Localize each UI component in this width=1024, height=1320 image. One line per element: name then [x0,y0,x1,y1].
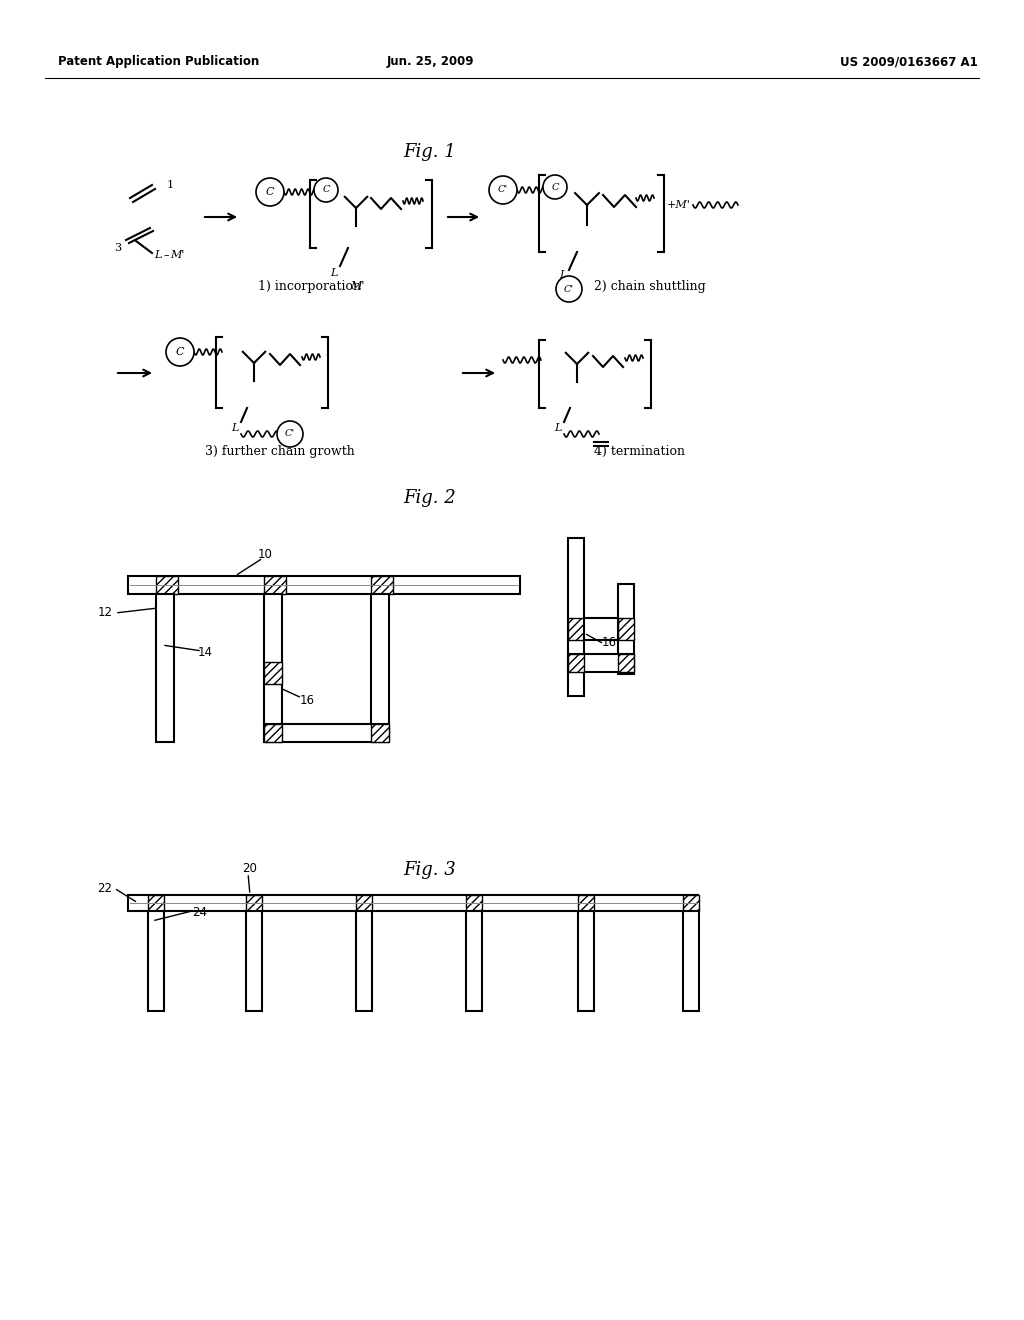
Bar [356,895,372,911]
Bar [584,618,618,640]
Circle shape [489,176,517,205]
Bar [578,895,594,911]
Bar [356,911,372,1011]
Bar [568,618,584,640]
Text: +M': +M' [667,201,691,210]
Bar [264,723,389,742]
Text: 4) termination: 4) termination [595,445,685,458]
Text: 12: 12 [98,606,113,619]
Bar [128,895,698,911]
Bar [618,583,634,675]
Bar [568,539,584,696]
Text: L: L [555,422,562,433]
Text: Fig. 3: Fig. 3 [403,861,457,879]
Bar [156,576,178,594]
Bar [264,723,282,742]
Bar [148,911,164,1011]
Circle shape [543,176,567,199]
Bar [148,895,164,911]
Bar [264,576,286,594]
Circle shape [278,421,303,447]
Text: C: C [266,187,274,197]
Bar [246,911,262,1011]
Text: M': M' [170,249,184,260]
Text: US 2009/0163667 A1: US 2009/0163667 A1 [840,55,978,69]
Circle shape [256,178,284,206]
Text: L: L [154,249,162,260]
Text: C: C [176,347,184,356]
Text: L: L [331,268,338,279]
Bar [618,618,634,640]
Text: Patent Application Publication: Patent Application Publication [58,55,259,69]
Text: 3) further chain growth: 3) further chain growth [205,445,355,458]
Text: Fig. 2: Fig. 2 [403,488,457,507]
Text: 16: 16 [300,693,315,706]
Bar [618,653,634,672]
Text: 16: 16 [602,635,617,648]
Text: C: C [551,182,559,191]
Bar [371,723,389,742]
Text: L: L [231,422,239,433]
Bar [466,911,482,1011]
Text: 22: 22 [97,882,112,895]
Text: Jun. 25, 2009: Jun. 25, 2009 [386,55,474,69]
Text: L: L [560,271,567,280]
Bar [156,594,174,742]
Text: 20: 20 [242,862,257,874]
Text: 3: 3 [114,243,121,253]
Bar [568,653,634,672]
Bar [264,594,282,742]
Text: 24: 24 [193,906,207,919]
Text: –: – [163,249,169,260]
Bar [371,576,393,594]
Bar [264,663,282,684]
Text: 14: 14 [198,647,213,660]
Bar [128,576,520,594]
Text: 2) chain shuttling: 2) chain shuttling [594,280,706,293]
Text: 1) incorporation: 1) incorporation [258,280,361,293]
Text: 1: 1 [167,180,174,190]
Bar [568,653,584,672]
Text: M': M' [350,281,365,290]
Text: C': C' [285,429,295,438]
Bar [683,911,699,1011]
Circle shape [314,178,338,202]
Circle shape [556,276,582,302]
Bar [246,895,262,911]
Bar [371,594,389,742]
Text: 10: 10 [258,548,272,561]
Text: C': C' [498,186,508,194]
Text: Fig. 1: Fig. 1 [403,143,457,161]
Text: C: C [323,186,330,194]
Text: C': C' [564,285,574,293]
Circle shape [166,338,194,366]
Bar [578,911,594,1011]
Bar [466,895,482,911]
Bar [683,895,699,911]
